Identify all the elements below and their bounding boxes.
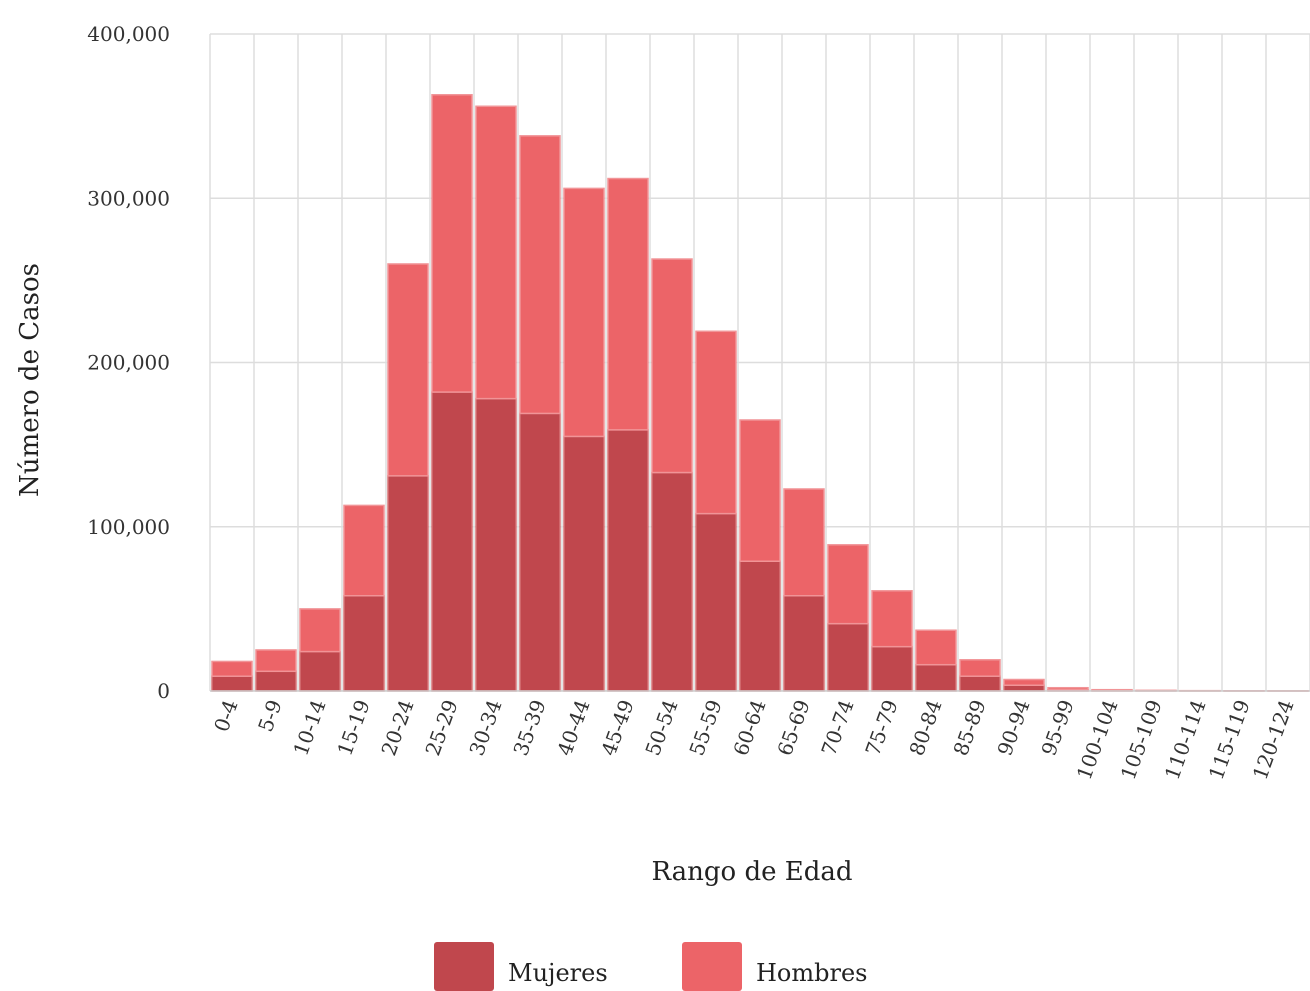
bar-hombres-95-99 [1047, 686, 1089, 691]
bar-mujeres-10-14 [299, 650, 341, 692]
x-tick-label: 30-34 [464, 697, 506, 759]
bar-hombres-60-64 [739, 419, 781, 562]
legend-label-hombres: Hombres [756, 959, 868, 987]
bar-hombres-0-4 [211, 660, 253, 677]
x-tick-label: 95-99 [1036, 697, 1078, 759]
x-tick-label: 110-114 [1160, 697, 1211, 783]
bar-hombres-80-84 [915, 629, 957, 666]
x-tick-label: 80-84 [904, 697, 946, 759]
x-tick-label: 85-89 [948, 697, 990, 759]
bar-mujeres-5-9 [255, 670, 297, 692]
bar-hombres-90-94 [1003, 678, 1045, 687]
x-tick-label: 100-104 [1072, 697, 1123, 783]
bar-mujeres-75-79 [871, 645, 913, 692]
x-axis-title: Rango de Edad [651, 857, 852, 887]
x-tick-label: 40-44 [552, 697, 594, 759]
y-tick-label: 200,000 [87, 351, 170, 375]
bar-mujeres-30-34 [475, 397, 517, 692]
bar-hombres-5-9 [255, 649, 297, 673]
x-tick-label: 20-24 [376, 697, 418, 759]
bar-hombres-30-34 [475, 105, 517, 400]
bar-mujeres-70-74 [827, 622, 869, 692]
x-tick-label: 15-19 [332, 697, 374, 759]
bar-mujeres-50-54 [651, 471, 693, 692]
x-tick-label: 120-124 [1248, 697, 1299, 783]
x-tick-label: 60-64 [728, 697, 770, 759]
bar-hombres-75-79 [871, 590, 913, 648]
bar-hombres-20-24 [387, 263, 429, 477]
bar-layer [211, 94, 1309, 692]
x-tick-label: 5-9 [253, 697, 287, 735]
legend-swatch-mujeres [434, 942, 494, 991]
legend-swatch-hombres [682, 942, 742, 991]
x-tick-label: 10-14 [288, 697, 330, 759]
legend: Mujeres Hombres [434, 942, 868, 991]
bar-mujeres-40-44 [563, 435, 605, 692]
y-tick-label: 100,000 [87, 515, 170, 539]
bar-hombres-50-54 [651, 258, 693, 474]
bar-mujeres-65-69 [783, 594, 825, 692]
y-tick-label: 300,000 [87, 186, 170, 210]
bar-hombres-10-14 [299, 608, 341, 653]
bar-mujeres-20-24 [387, 475, 429, 692]
bar-mujeres-45-49 [607, 429, 649, 692]
x-tick-label: 65-69 [772, 697, 814, 759]
bar-mujeres-25-29 [431, 391, 473, 692]
x-tick-label: 90-94 [992, 697, 1034, 759]
y-tick-label: 0 [157, 679, 170, 703]
x-tick-label: 70-74 [816, 697, 858, 759]
x-tick-label: 105-109 [1116, 697, 1167, 783]
y-tick-label: 400,000 [87, 22, 170, 46]
x-tick-label: 45-49 [596, 697, 638, 759]
bar-hombres-55-59 [695, 330, 737, 515]
y-axis-title: Número de Casos [15, 263, 45, 497]
bar-hombres-15-19 [343, 504, 385, 597]
legend-label-mujeres: Mujeres [508, 959, 608, 987]
x-tick-label: 55-59 [684, 697, 726, 759]
x-axis-ticks: 0-4 5-9 10-14 15-19 20-24 25-29 30-34 35-39 40-4… [209, 697, 1299, 783]
y-axis-ticks: 0 100,000 200,000 300,000 400,000 [87, 22, 170, 703]
bar-mujeres-35-39 [519, 412, 561, 692]
bar-mujeres-80-84 [915, 663, 957, 692]
bar-hombres-85-89 [959, 659, 1001, 677]
bar-hombres-70-74 [827, 544, 869, 625]
bar-hombres-40-44 [563, 187, 605, 438]
bar-mujeres-90-94 [1003, 684, 1045, 692]
bar-mujeres-55-59 [695, 512, 737, 692]
bar-mujeres-15-19 [343, 594, 385, 692]
x-tick-label: 75-79 [860, 697, 902, 759]
bar-mujeres-0-4 [211, 675, 253, 692]
x-tick-label: 35-39 [508, 697, 550, 759]
bar-hombres-35-39 [519, 135, 561, 415]
bar-hombres-25-29 [431, 94, 473, 393]
x-tick-label: 115-119 [1204, 697, 1255, 783]
bar-mujeres-85-89 [959, 675, 1001, 692]
bar-hombres-45-49 [607, 177, 649, 431]
x-tick-label: 50-54 [640, 697, 682, 759]
bar-mujeres-60-64 [739, 560, 781, 692]
bar-hombres-65-69 [783, 488, 825, 597]
x-tick-label: 25-29 [420, 697, 462, 759]
x-tick-label: 0-4 [209, 697, 243, 735]
grid-layer [209, 33, 1310, 691]
